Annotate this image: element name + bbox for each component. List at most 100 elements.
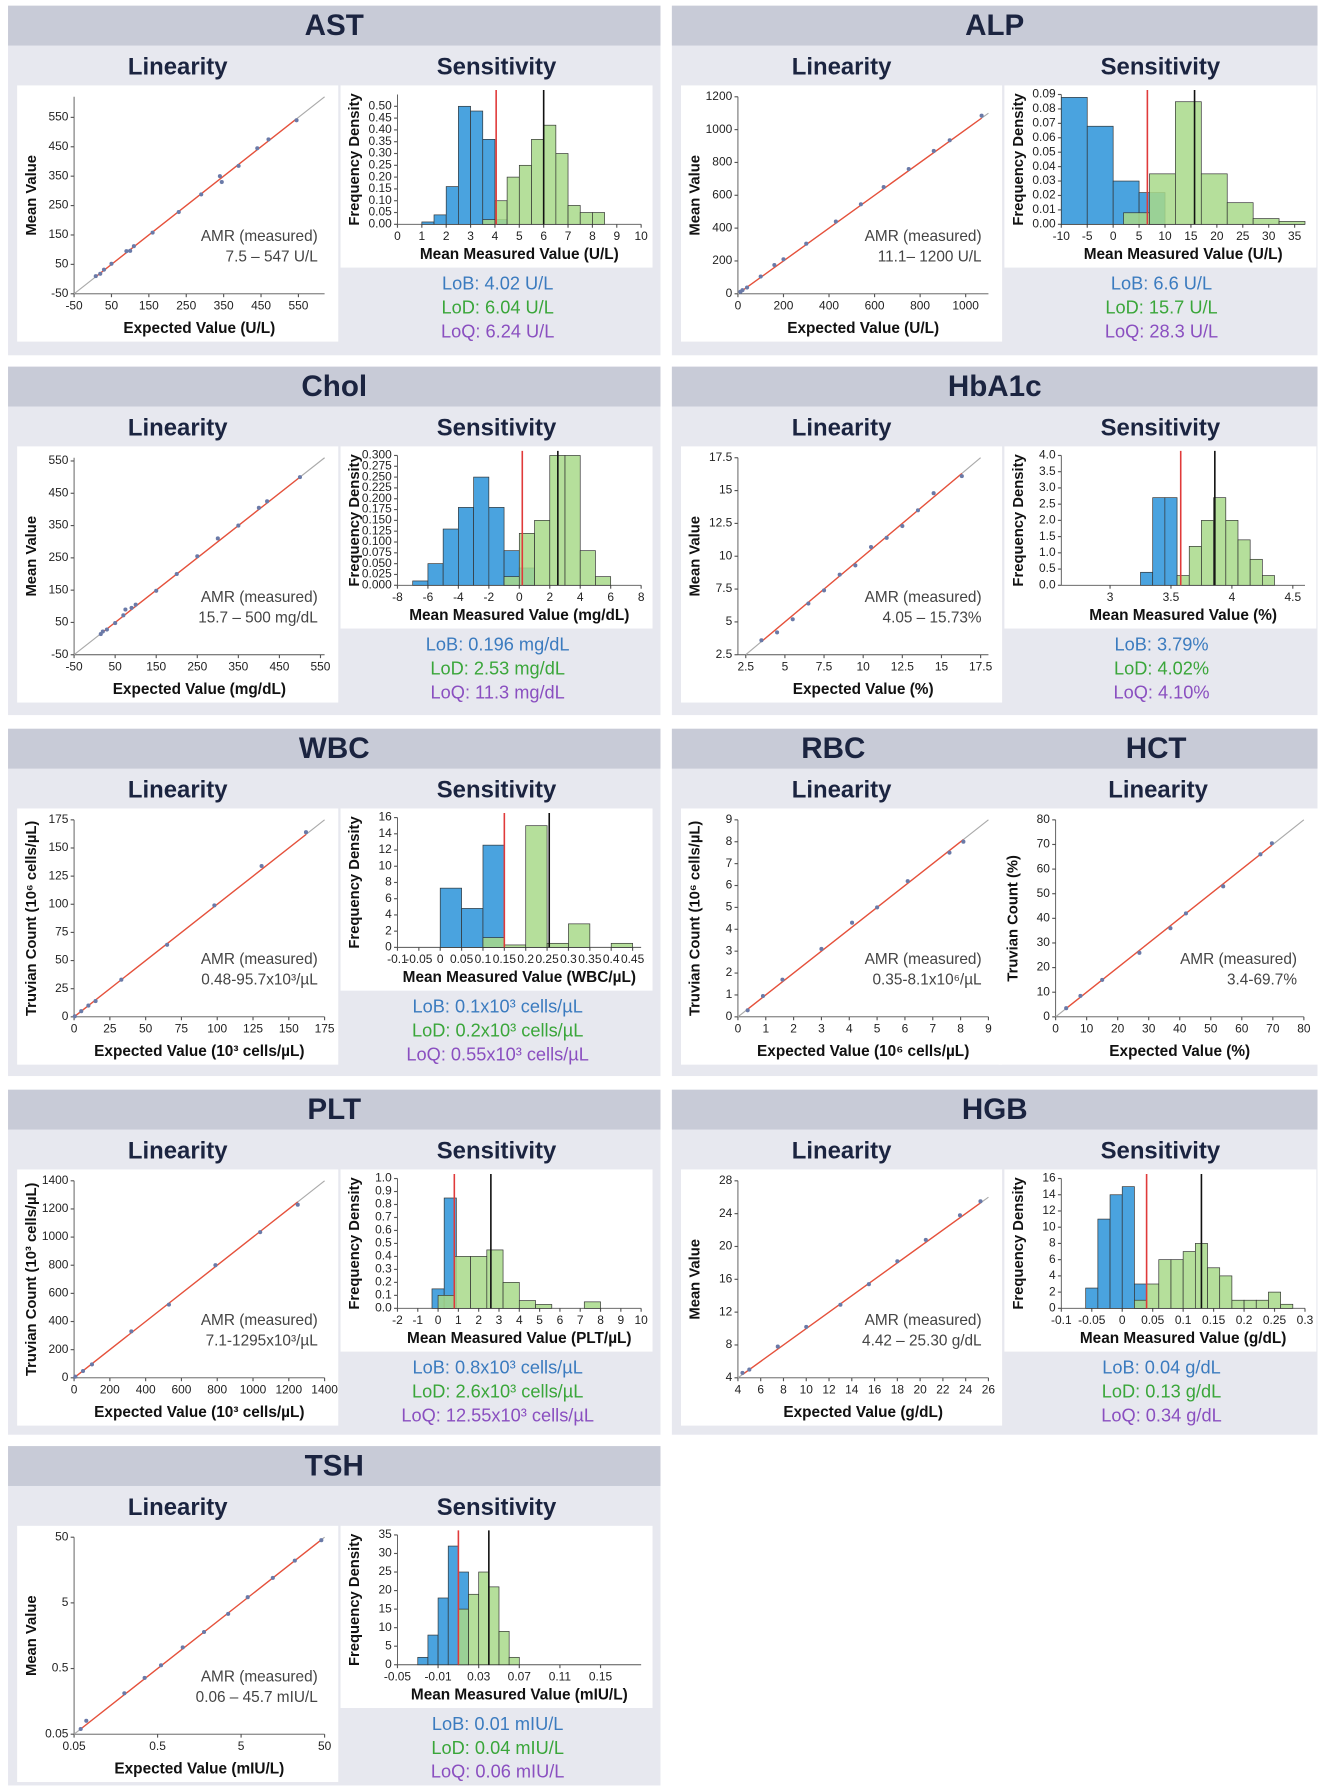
chart-heading: Linearity — [128, 415, 228, 442]
amr-label: AMR (measured) — [201, 1312, 318, 1329]
x-tick-label: 0 — [394, 229, 401, 243]
point — [759, 638, 764, 643]
y-tick-label: 9 — [726, 812, 733, 826]
panel-title: ALP — [965, 9, 1024, 42]
histogram-bar — [1280, 1303, 1294, 1309]
point — [1168, 926, 1173, 931]
y-tick-label: 0.1 — [375, 1288, 392, 1302]
y-tick-label: 1200 — [706, 89, 733, 103]
y-tick-label: 800 — [48, 1257, 68, 1271]
y-tick-label: 0 — [385, 1657, 392, 1671]
y-tick-label: 0.300 — [362, 448, 392, 462]
histogram-bar — [427, 1634, 439, 1666]
point — [98, 271, 103, 276]
y-tick-label: 0.09 — [1032, 87, 1056, 101]
x-tick-label: 600 — [865, 298, 885, 312]
histogram-bar — [564, 455, 581, 586]
y-tick-label: 200 — [712, 253, 732, 267]
panel-header — [671, 5, 1318, 46]
x-tick-label: 26 — [982, 1382, 996, 1396]
y-tick-label: 600 — [712, 187, 732, 201]
point — [199, 192, 204, 197]
y-tick-label: 5 — [726, 900, 733, 914]
x-tick-label: -50 — [65, 298, 83, 312]
histogram-bar — [1121, 1186, 1135, 1309]
y-tick-label: 10 — [1037, 984, 1051, 998]
point — [979, 113, 984, 118]
histogram-bar — [583, 1301, 601, 1309]
y-tick-label: 150 — [48, 840, 68, 854]
x-tick-label: 125 — [243, 1022, 263, 1036]
x-tick-label: 16 — [868, 1382, 882, 1396]
stat-label: LoB: 0.01 mIU/L — [432, 1714, 564, 1734]
histogram-bar — [1175, 101, 1202, 225]
point — [790, 617, 795, 622]
chart-heading: Sensitivity — [1101, 415, 1221, 442]
chart-heading: Linearity — [792, 54, 892, 81]
x-tick-label: 1200 — [276, 1382, 303, 1396]
x-tick-label: 5 — [874, 1022, 881, 1036]
x-tick-label: -5 — [1082, 229, 1093, 243]
x-tick-label: 0 — [1052, 1022, 1059, 1036]
point — [236, 523, 241, 528]
point — [294, 118, 299, 123]
histogram-bar — [1201, 520, 1214, 586]
histogram-bar — [427, 563, 444, 586]
y-tick-label: 0 — [726, 286, 733, 300]
y-tick-label: 2 — [385, 923, 392, 937]
y-tick-label: 550 — [48, 453, 68, 467]
y-axis-label: Truvian Count (10³ cells/µL) — [24, 1182, 40, 1376]
point — [166, 1302, 171, 1307]
histogram-bar — [1188, 545, 1202, 586]
amr-label: 4.42 – 25.30 g/dL — [862, 1332, 982, 1349]
x-tick-label: 20 — [913, 1382, 927, 1396]
histogram-bar — [458, 1608, 469, 1666]
x-tick-label: 9 — [613, 229, 620, 243]
point — [142, 1675, 147, 1680]
point — [292, 1558, 297, 1563]
y-tick-label: 75 — [55, 925, 69, 939]
point — [122, 1691, 127, 1696]
y-tick-label: 0.5 — [375, 1236, 392, 1250]
x-tick-label: 22 — [936, 1382, 950, 1396]
panel-title: PLT — [307, 1093, 361, 1126]
x-tick-label: 450 — [269, 659, 289, 673]
x-tick-label: 0.35 — [578, 952, 602, 966]
y-tick-label: 250 — [48, 198, 68, 212]
x-tick-label: 0 — [516, 590, 523, 604]
y-axis-label: Mean Value — [24, 1595, 40, 1676]
histogram-bar — [1243, 1299, 1257, 1309]
y-tick-label: 0.3 — [375, 1262, 392, 1276]
y-tick-label: 3.0 — [1039, 480, 1056, 494]
x-tick-label: 250 — [187, 659, 207, 673]
x-tick-label: 50 — [109, 659, 123, 673]
y-axis-label: Frequency Density — [347, 453, 363, 586]
point — [758, 274, 763, 279]
point — [780, 977, 785, 982]
amr-label: 7.1-1295x10³/µL — [206, 1332, 319, 1349]
x-tick-label: 450 — [251, 298, 271, 312]
histogram-bar — [1268, 1291, 1281, 1309]
y-tick-label: -50 — [51, 286, 69, 300]
stat-label: LoB: 4.02 U/L — [442, 273, 553, 293]
x-tick-label: 4 — [492, 229, 499, 243]
histogram-bar — [592, 212, 605, 225]
histogram-bar — [461, 908, 484, 948]
panel-header — [8, 1446, 661, 1486]
y-tick-label: 25 — [378, 1564, 392, 1578]
y-tick-label: 450 — [48, 485, 68, 499]
y-tick-label: 50 — [1037, 886, 1051, 900]
y-tick-label: 0.00 — [1032, 216, 1056, 230]
x-tick-label: 0 — [435, 1313, 442, 1327]
x-tick-label: 0 — [71, 1022, 78, 1036]
x-tick-label: -0.1 — [387, 952, 408, 966]
point — [1221, 884, 1226, 889]
chart-heading: Sensitivity — [1101, 54, 1221, 81]
x-tick-label: 24 — [959, 1382, 973, 1396]
histogram-bar — [535, 1304, 553, 1309]
panel-title: WBC — [299, 732, 370, 765]
x-tick-label: 10 — [1080, 1022, 1094, 1036]
point — [775, 1344, 780, 1349]
histogram-bar — [1249, 558, 1263, 586]
point — [837, 572, 842, 577]
